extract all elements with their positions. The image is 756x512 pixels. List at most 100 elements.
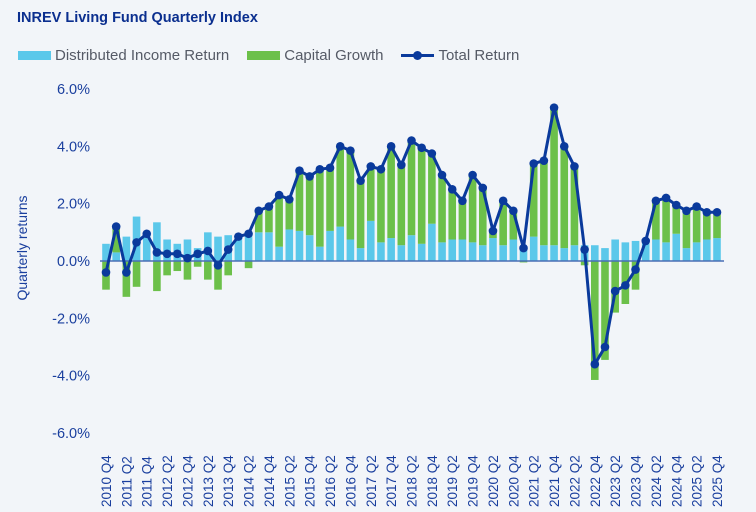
capital-growth-bar <box>305 176 314 236</box>
total-return-point <box>468 170 477 180</box>
capital-growth-bar <box>468 175 477 243</box>
x-tick-label: 2023 Q4 <box>629 455 644 507</box>
y-tick-label: 0.0% <box>57 254 90 270</box>
y-tick-label: 4.0% <box>57 139 90 155</box>
income-bar <box>183 239 192 261</box>
income-bar <box>682 248 691 261</box>
capital-growth-bar <box>387 146 395 239</box>
legend-item-total[interactable]: Total Return <box>401 47 519 64</box>
total-return-point <box>519 243 528 253</box>
capital-growth-bar <box>713 212 721 239</box>
total-return-point <box>183 253 192 263</box>
income-bar <box>316 246 324 261</box>
x-tick-label: 2012 Q2 <box>160 455 175 507</box>
capital-growth-bar <box>509 210 518 240</box>
income-bar <box>468 242 477 261</box>
total-return-point <box>132 238 141 247</box>
total-return-point <box>213 261 223 270</box>
capital-growth-bar <box>397 164 406 246</box>
total-return-point <box>295 166 304 175</box>
income-bar <box>509 239 518 261</box>
total-return-point <box>305 172 314 181</box>
total-return-point <box>712 207 722 217</box>
income-bar <box>478 245 487 261</box>
income-bar <box>662 242 670 261</box>
income-bar <box>265 232 273 261</box>
x-tick-label: 2017 Q4 <box>384 455 399 507</box>
total-return-point <box>325 163 335 173</box>
income-bar <box>611 239 619 261</box>
income-bar <box>102 243 110 261</box>
income-bar <box>346 239 355 261</box>
x-tick-label: 2012 Q4 <box>180 455 195 507</box>
capital-growth-bar <box>672 205 681 234</box>
legend-item-income[interactable]: Distributed Income Return <box>18 47 229 64</box>
capital-growth-bar <box>132 261 141 287</box>
capital-growth-bar <box>346 150 355 240</box>
x-tick-label: 2023 Q2 <box>608 455 623 507</box>
total-return-point <box>559 142 569 151</box>
legend-label-total: Total Return <box>438 47 520 64</box>
legend-item-capital[interactable]: Capital Growth <box>247 47 383 64</box>
capital-growth-bar <box>662 197 670 243</box>
income-bar <box>305 235 314 261</box>
capital-growth-bar <box>570 166 579 246</box>
x-tick-label: 2011 Q4 <box>140 456 155 507</box>
income-bar <box>326 230 334 261</box>
capital-growth-bar <box>478 187 487 246</box>
total-return-point <box>386 142 396 151</box>
capital-growth-bar <box>153 261 161 292</box>
capital-growth-bar <box>377 169 385 243</box>
legend-label-income: Distributed Income Return <box>55 47 230 64</box>
x-tick-label: 2021 Q2 <box>527 455 542 507</box>
x-tick-label: 2018 Q4 <box>425 455 440 507</box>
income-bar <box>529 236 538 261</box>
legend: Distributed Income Return Capital Growth… <box>18 47 537 64</box>
capital-growth-bar <box>244 261 253 269</box>
capital-growth-bar <box>214 261 222 290</box>
income-bar <box>214 236 222 261</box>
capital-growth-bar <box>540 160 548 246</box>
income-bar <box>142 233 151 261</box>
income-bar <box>366 220 375 261</box>
capital-growth-bar <box>122 261 131 297</box>
income-bar <box>122 236 131 261</box>
income-bar <box>641 242 650 261</box>
income-bar <box>570 245 579 261</box>
capital-growth-bar <box>560 146 569 249</box>
x-tick-label: 2016 Q2 <box>323 455 338 507</box>
capital-growth-bar <box>682 210 691 249</box>
x-tick-label: 2013 Q4 <box>221 455 236 507</box>
income-bar <box>397 245 406 261</box>
capital-growth-bar <box>652 200 660 240</box>
capital-growth-bar <box>591 261 599 380</box>
total-return-point <box>162 249 172 259</box>
total-return-point <box>610 286 620 296</box>
total-return-point <box>142 229 152 239</box>
income-bar <box>692 242 701 261</box>
total-return-point <box>702 207 712 217</box>
total-return-point <box>427 149 437 158</box>
total-return-point <box>631 265 640 274</box>
capital-growth-bar <box>448 189 457 240</box>
income-bar <box>356 248 365 261</box>
income-bar <box>336 226 345 261</box>
capital-growth-bar <box>336 146 345 227</box>
income-bar <box>550 245 558 261</box>
income-bar <box>703 239 711 261</box>
x-tick-label: 2018 Q2 <box>405 455 420 507</box>
capital-growth-bar <box>254 210 263 233</box>
capital-growth-bar <box>183 261 192 280</box>
capital-growth-bar <box>265 206 273 233</box>
income-bar <box>153 222 161 261</box>
total-return-point <box>101 268 111 277</box>
total-return-point <box>203 246 213 256</box>
x-tick-label: 2013 Q2 <box>201 455 216 507</box>
total-return-point <box>539 156 549 165</box>
capital-growth-bar <box>285 199 294 230</box>
total-return-point <box>152 248 162 257</box>
x-tick-label: 2025 Q2 <box>690 455 705 507</box>
y-tick-label: 2.0% <box>57 197 90 213</box>
total-return-point <box>447 185 457 194</box>
